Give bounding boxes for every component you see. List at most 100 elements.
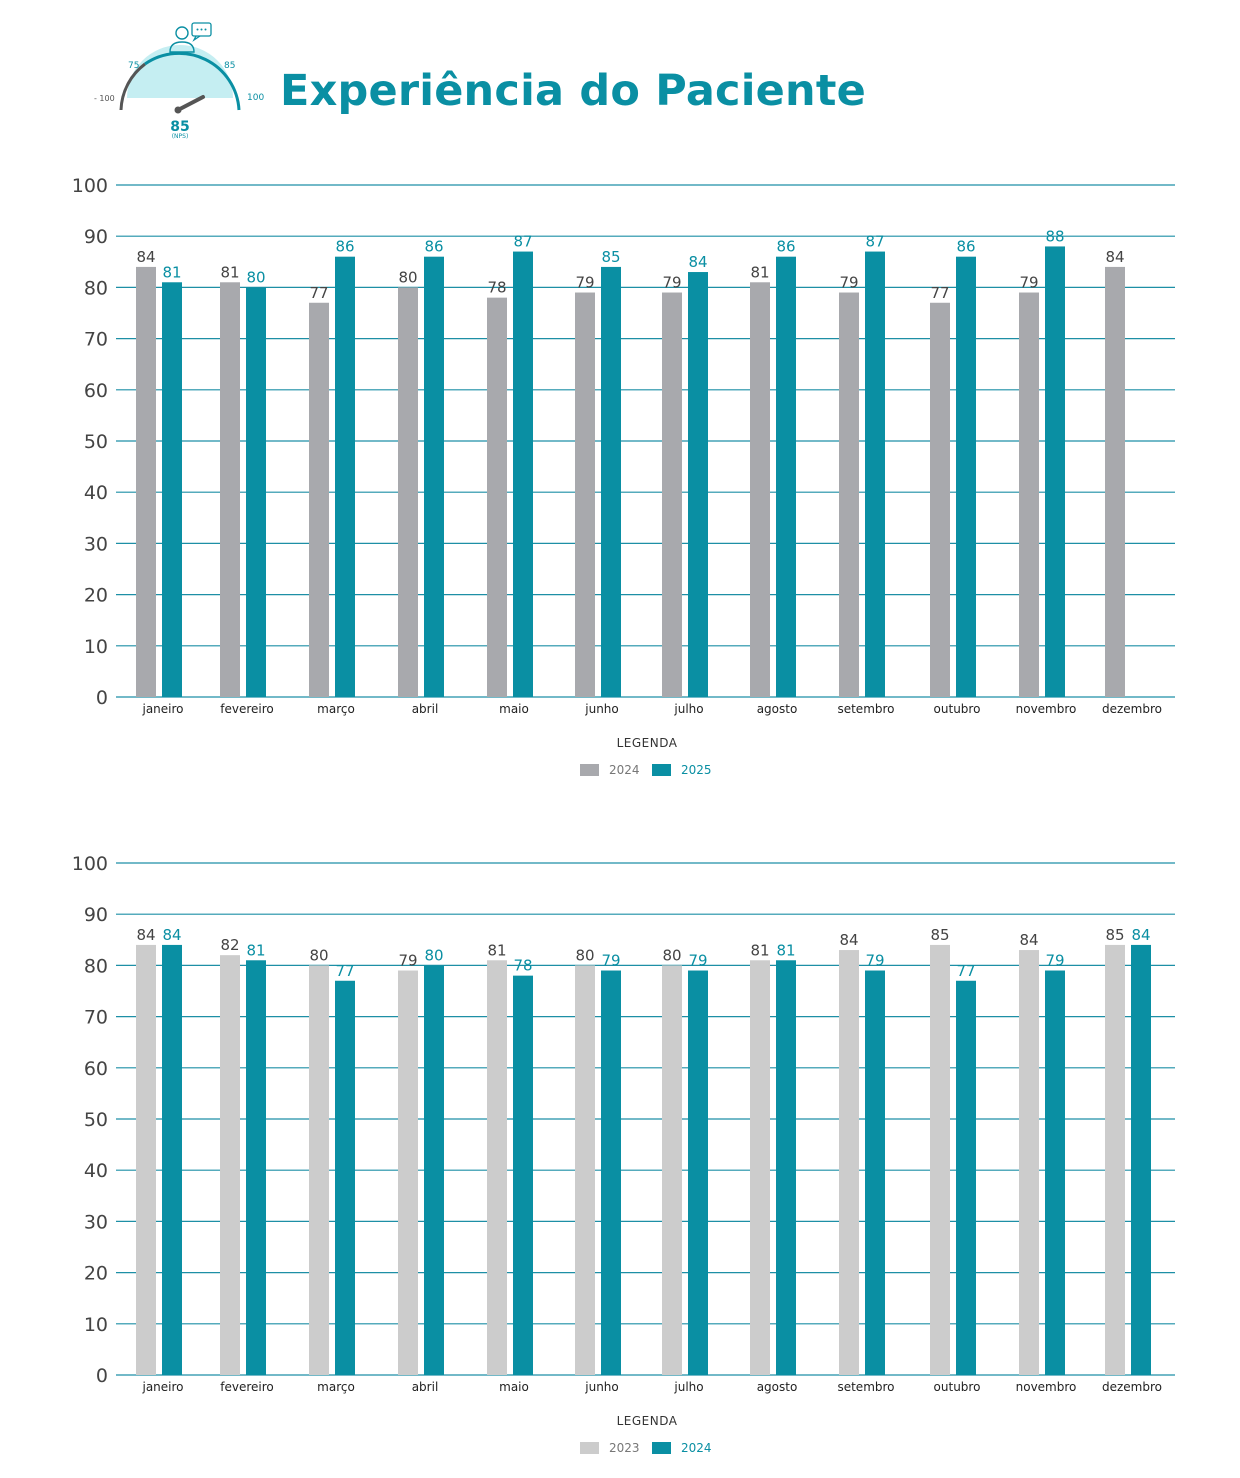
bar-2023 <box>136 944 156 1375</box>
y-tick-label: 10 <box>84 636 108 658</box>
data-label-2024: 77 <box>335 962 354 980</box>
data-label-2024: 81 <box>220 263 239 281</box>
data-label-2024: 84 <box>1131 926 1150 944</box>
bar-2024 <box>1105 266 1125 697</box>
legend-swatch-2023 <box>580 1442 599 1454</box>
bar-2023 <box>930 944 950 1375</box>
page-title: Experiência do Paciente <box>280 66 866 116</box>
data-label-2024: 77 <box>309 284 328 302</box>
y-tick-label: 70 <box>84 329 108 351</box>
y-tick-label: 20 <box>84 585 108 607</box>
data-label-2025: 80 <box>246 268 265 286</box>
x-tick-label: outubro <box>934 702 981 716</box>
gauge-label-75: 75 <box>128 61 139 71</box>
bar-2024 <box>688 970 708 1375</box>
data-label-2024: 79 <box>1019 274 1038 292</box>
x-tick-label: janeiro <box>141 702 183 716</box>
bar-2023 <box>750 960 770 1375</box>
y-tick-label: 70 <box>84 1007 108 1029</box>
gauge-label-100: 100 <box>247 93 264 103</box>
x-tick-label: fevereiro <box>220 702 274 716</box>
data-label-2025: 87 <box>865 233 884 251</box>
data-label-2025: 87 <box>513 233 532 251</box>
x-tick-label: maio <box>499 702 529 716</box>
y-tick-label: 0 <box>96 1365 108 1387</box>
bar-2025 <box>865 251 885 697</box>
legend-label-2025: 2025 <box>681 763 712 777</box>
data-label-2024: 80 <box>424 946 443 964</box>
bar-2023 <box>220 955 240 1375</box>
person-icon-body <box>169 41 195 53</box>
bar-2025 <box>1045 246 1065 697</box>
bar-2024 <box>776 960 796 1375</box>
bar-2023 <box>662 965 682 1375</box>
x-tick-label: março <box>317 702 355 716</box>
legend-label-2024: 2024 <box>681 1441 712 1455</box>
bar-2024 <box>487 297 507 697</box>
bar-2025 <box>688 272 708 697</box>
bar-2024 <box>662 292 682 697</box>
x-tick-label: dezembro <box>1102 702 1162 716</box>
nps-gauge-icon: - 100 75 85 100 85 (NPS) <box>94 22 264 140</box>
bar-2024 <box>930 302 950 697</box>
bar-2023 <box>487 960 507 1375</box>
x-tick-label: outubro <box>934 1380 981 1394</box>
data-label-2024: 81 <box>776 941 795 959</box>
data-label-2023: 84 <box>136 926 155 944</box>
bar-2024 <box>575 292 595 697</box>
legend-swatch-2025 <box>652 764 671 776</box>
x-tick-label: dezembro <box>1102 1380 1162 1394</box>
bar-2024 <box>162 944 182 1375</box>
bar-2024 <box>335 980 355 1375</box>
gauge-label-min: - 100 <box>94 94 115 103</box>
bar-2024 <box>601 970 621 1375</box>
data-label-2025: 88 <box>1045 227 1064 245</box>
bar-2023 <box>1105 944 1125 1375</box>
bar-2024 <box>1019 292 1039 697</box>
x-tick-label: abril <box>412 1380 439 1394</box>
y-tick-label: 60 <box>84 1058 108 1080</box>
data-label-2023: 84 <box>839 931 858 949</box>
person-icon-head <box>175 26 189 40</box>
bar-2024 <box>865 970 885 1375</box>
data-label-2023: 84 <box>1019 931 1038 949</box>
y-tick-label: 80 <box>84 955 108 977</box>
data-label-2024: 78 <box>513 957 532 975</box>
data-label-2024: 79 <box>688 952 707 970</box>
data-label-2023: 80 <box>662 946 681 964</box>
gauge-arc-high <box>144 51 241 111</box>
data-label-2023: 79 <box>398 952 417 970</box>
x-tick-label: setembro <box>837 1380 894 1394</box>
y-tick-label: 100 <box>72 853 108 875</box>
x-tick-label: maio <box>499 1380 529 1394</box>
bar-2024 <box>513 975 533 1375</box>
x-tick-label: novembro <box>1016 702 1077 716</box>
legend-title: LEGENDA <box>617 736 678 750</box>
data-label-2023: 85 <box>1105 926 1124 944</box>
bar-2025 <box>424 256 444 697</box>
data-label-2025: 84 <box>688 253 707 271</box>
y-tick-label: 40 <box>84 482 108 504</box>
y-tick-label: 0 <box>96 687 108 709</box>
bar-2023 <box>839 950 859 1375</box>
x-tick-label: setembro <box>837 702 894 716</box>
legend-label-2023: 2023 <box>609 1441 640 1455</box>
data-label-2025: 86 <box>776 238 795 256</box>
y-tick-label: 90 <box>84 226 108 248</box>
bar-2024 <box>246 960 266 1375</box>
bar-chart-2023-2024: 0 10 20 30 40 50 60 70 80 90 100 84 84 janeiro 82 81 fev… <box>72 853 1175 1455</box>
legend-swatch-2024 <box>580 764 599 776</box>
data-label-2023: 80 <box>309 946 328 964</box>
data-label-2025: 86 <box>335 238 354 256</box>
data-label-2024: 81 <box>750 263 769 281</box>
x-tick-label: novembro <box>1016 1380 1077 1394</box>
bar-2025 <box>246 287 266 697</box>
bar-2024 <box>220 282 240 697</box>
bar-2023 <box>309 965 329 1375</box>
data-label-2024: 79 <box>839 274 858 292</box>
x-tick-label: junho <box>584 1380 619 1394</box>
data-label-2024: 77 <box>956 962 975 980</box>
data-label-2023: 80 <box>575 946 594 964</box>
data-label-2023: 82 <box>220 936 239 954</box>
chat-bubble-icon <box>191 22 212 37</box>
